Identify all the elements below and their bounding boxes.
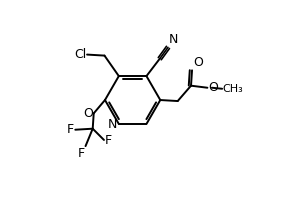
Text: N: N (169, 33, 178, 46)
Text: O: O (208, 81, 218, 94)
Text: CH₃: CH₃ (223, 84, 244, 94)
Text: F: F (67, 123, 74, 136)
Text: F: F (77, 147, 85, 160)
Text: O: O (193, 56, 203, 69)
Text: O: O (83, 107, 93, 120)
Text: N: N (107, 118, 117, 131)
Text: Cl: Cl (74, 48, 86, 61)
Text: F: F (105, 134, 112, 148)
